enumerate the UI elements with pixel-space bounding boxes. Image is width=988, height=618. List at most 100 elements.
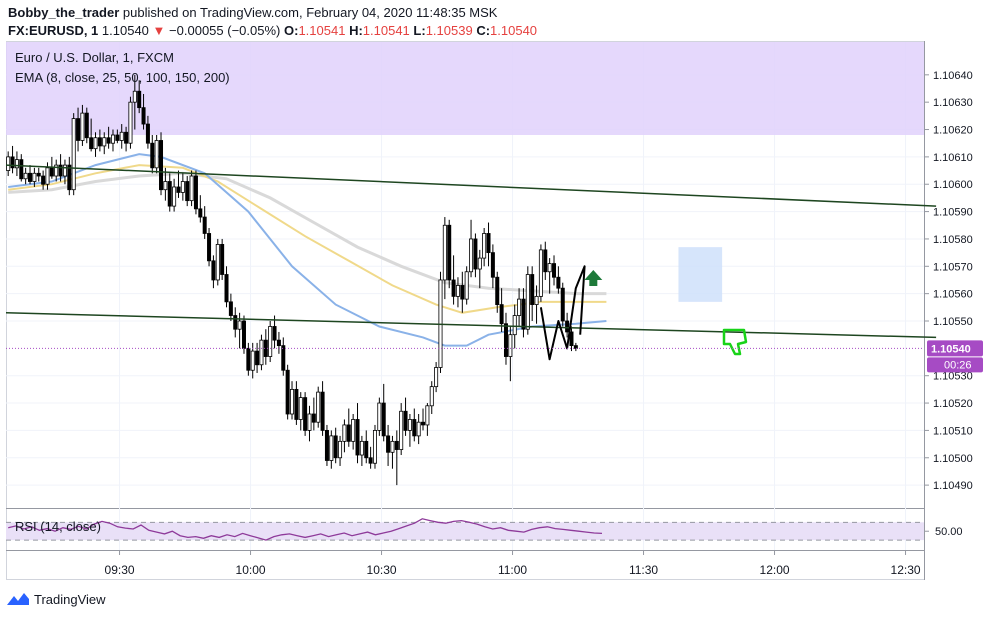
candle-body [381, 402, 386, 437]
candle-body [569, 331, 574, 347]
candle [390, 435, 395, 469]
candle-body [372, 430, 377, 464]
candle-body [215, 244, 220, 281]
candle [442, 217, 447, 300]
candle [193, 170, 198, 215]
candle [351, 414, 356, 450]
candle-body [28, 172, 33, 182]
candle [290, 381, 295, 420]
candle [495, 271, 500, 313]
candle-body [176, 186, 181, 193]
candle [276, 331, 281, 354]
candle [412, 408, 417, 442]
ticker-line: FX:EURUSD, 1 1.10540 ▼ −0.00055 (−0.05%)… [8, 22, 537, 39]
candle-body [311, 413, 316, 423]
candle-body [185, 181, 190, 202]
candle-body [473, 238, 478, 270]
candle-body [364, 440, 369, 459]
candle-body [495, 276, 500, 305]
candle [477, 249, 482, 289]
candle [333, 427, 338, 464]
chart-overlays [6, 42, 924, 302]
footer-brand[interactable]: TradingView [6, 591, 106, 607]
trendline [5, 164, 937, 207]
candle-body [512, 315, 517, 336]
rsi-tick-label: 50.00 [935, 526, 963, 538]
candle-body [447, 224, 452, 281]
candle-body [573, 345, 578, 349]
candle-body [119, 131, 124, 141]
candle-body [285, 369, 290, 415]
candle [377, 397, 382, 436]
low-label: L: [413, 23, 426, 38]
candle [154, 135, 159, 174]
candle-body [508, 334, 513, 357]
candle-body [23, 172, 28, 180]
candle-body [530, 274, 535, 305]
candle-body [346, 424, 351, 442]
candle [303, 392, 308, 436]
price-chart[interactable]: 1.10640 1.10630 1.10620 1.10610 1.10600 1.105… [0, 0, 988, 590]
candle-body [460, 285, 465, 300]
rsi-legend: RSI (14, close) [15, 519, 101, 534]
price-tick-label: 1.10630 [933, 97, 973, 109]
candle [573, 342, 578, 352]
price-tick-label: 1.10510 [933, 425, 973, 437]
candle-body [163, 181, 168, 191]
candle-body [106, 137, 111, 144]
candle [76, 107, 81, 152]
candle-body [464, 271, 469, 300]
candle [324, 424, 329, 466]
candle-body [76, 118, 81, 141]
candle [547, 258, 552, 294]
candle [473, 233, 478, 278]
candle [307, 405, 312, 442]
candle [10, 145, 15, 174]
candle [145, 115, 150, 149]
price-tick-label: 1.10640 [933, 70, 973, 82]
candle-body [172, 186, 177, 207]
candle-body [333, 435, 338, 459]
candle [556, 266, 561, 294]
resistance-zone [6, 42, 924, 135]
candle-body [359, 440, 364, 456]
rsi-pane [6, 518, 924, 541]
candle-body [255, 350, 260, 366]
candle [464, 266, 469, 305]
price-tick-label: 1.10610 [933, 152, 973, 164]
candle [543, 241, 548, 280]
candle-body [521, 298, 526, 330]
candle [124, 126, 129, 152]
candle-body [154, 140, 159, 169]
candle [359, 435, 364, 466]
candle-body [193, 175, 198, 210]
author-name[interactable]: Bobby_the_trader [8, 5, 120, 20]
candle-body [316, 391, 321, 423]
candle [508, 326, 513, 382]
candle [455, 277, 460, 308]
candle-body [525, 274, 530, 330]
candle [447, 219, 452, 289]
time-tick-label: 12:00 [760, 563, 790, 577]
ema-mid-line [8, 164, 607, 314]
price-tick-label: 1.10560 [933, 289, 973, 301]
candle-body [124, 131, 129, 144]
candle-body [49, 167, 54, 177]
price-axis: 1.10640 1.10630 1.10620 1.10610 1.10600 1.105… [924, 70, 983, 538]
candle-body [425, 405, 430, 426]
candle-body [434, 367, 439, 388]
candle [490, 244, 495, 289]
candle [220, 238, 225, 280]
candle-body [150, 142, 155, 169]
candle-body [36, 172, 41, 177]
candle-body [377, 402, 382, 431]
candle [246, 342, 251, 376]
candle [71, 113, 76, 196]
candle-body [368, 457, 373, 464]
candle [119, 124, 124, 149]
candle-body [228, 301, 233, 316]
candle-body [180, 181, 185, 193]
price-tick-label: 1.10580 [933, 234, 973, 246]
candle-body [211, 260, 216, 281]
candle [228, 293, 233, 321]
